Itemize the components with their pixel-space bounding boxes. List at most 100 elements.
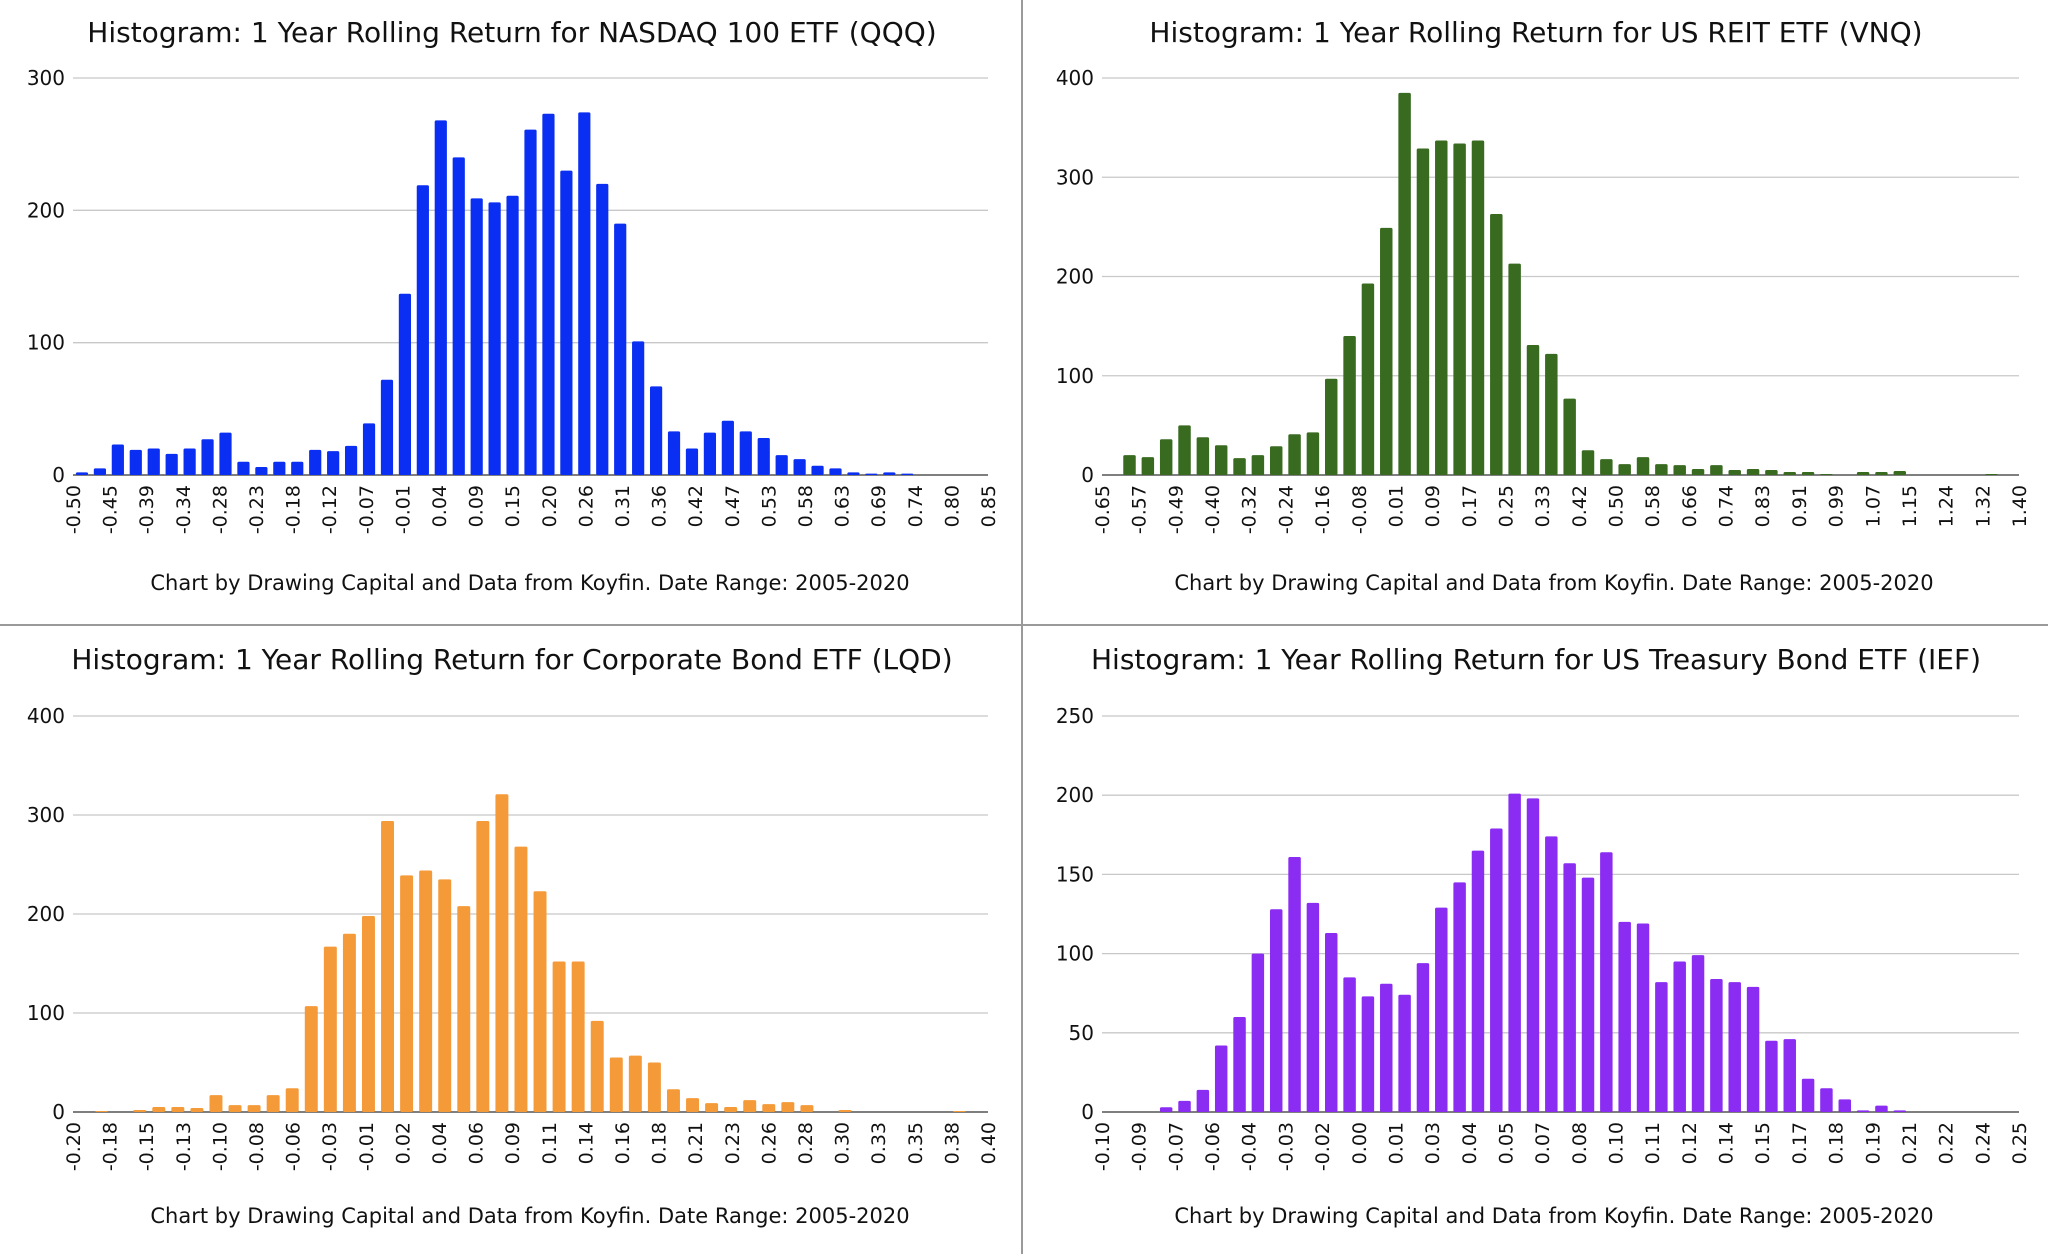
histogram-bar xyxy=(1178,1100,1191,1112)
x-tick-label: -0.20 xyxy=(63,1122,85,1171)
histogram-bar xyxy=(1655,464,1668,475)
chart-title: Histogram: 1 Year Rolling Return for NAS… xyxy=(87,16,936,49)
histogram-bar xyxy=(775,455,788,475)
histogram-bar xyxy=(865,473,878,475)
histogram-bar xyxy=(1306,432,1320,475)
histogram-bar xyxy=(1801,472,1815,475)
histogram-bar xyxy=(1398,994,1411,1112)
histogram-bar xyxy=(452,157,465,475)
histogram-bar xyxy=(952,1111,966,1112)
histogram-bar xyxy=(327,451,340,475)
x-tick-label: 0.58 xyxy=(795,485,817,527)
histogram-bar xyxy=(590,1020,604,1112)
histogram-bar xyxy=(434,120,447,475)
histogram-bar xyxy=(1600,852,1613,1112)
histogram-bar xyxy=(739,431,752,475)
x-tick-label: -0.06 xyxy=(1202,1122,1224,1171)
histogram-bar xyxy=(632,341,645,475)
chart-footnote: Chart by Drawing Capital and Data from K… xyxy=(150,571,909,595)
x-tick-label: 0.09 xyxy=(502,1122,524,1164)
histogram-bar xyxy=(1893,1110,1907,1112)
x-tick-label: -0.18 xyxy=(100,1122,122,1171)
x-tick-label: 0.01 xyxy=(1385,485,1407,527)
x-tick-label: -0.01 xyxy=(392,485,414,534)
histogram-bar xyxy=(721,420,734,475)
histogram-bar xyxy=(542,113,555,475)
histogram-bar xyxy=(1361,283,1375,475)
x-tick-label: 0.30 xyxy=(832,1122,854,1164)
x-tick-label: -0.23 xyxy=(246,485,268,534)
x-tick-label: 0.18 xyxy=(1826,1122,1848,1164)
x-tick-label: 1.15 xyxy=(1899,485,1921,527)
histogram-bar xyxy=(614,223,627,475)
x-tick-label: -0.03 xyxy=(1275,1122,1297,1171)
histogram-bar xyxy=(1691,955,1705,1112)
x-tick-label: 0.11 xyxy=(1642,1122,1664,1164)
histogram-bar xyxy=(1765,470,1778,475)
histogram-bar xyxy=(757,437,770,475)
histogram-bar xyxy=(667,431,681,475)
histogram-bar xyxy=(1269,446,1283,475)
histogram-bar xyxy=(362,423,376,475)
x-tick-label: -0.45 xyxy=(100,485,122,534)
y-tick-label: 150 xyxy=(1056,862,1094,886)
histogram-bar xyxy=(237,461,250,475)
x-tick-label: -0.12 xyxy=(319,485,341,534)
histogram-bar xyxy=(129,449,142,475)
histogram-bar xyxy=(666,1089,680,1112)
histogram-bar xyxy=(781,1102,795,1112)
histogram-bar xyxy=(560,170,573,475)
x-tick-label: -0.08 xyxy=(1349,485,1371,534)
x-tick-label: 0.74 xyxy=(1716,485,1738,527)
x-tick-label: 0.25 xyxy=(2009,1122,2031,1164)
histogram-bar xyxy=(1398,92,1411,475)
histogram-bar xyxy=(1801,1078,1815,1112)
y-tick-label: 200 xyxy=(1056,265,1094,289)
y-tick-label: 100 xyxy=(1056,942,1094,966)
x-tick-label: 0.04 xyxy=(429,485,451,527)
histogram-bar xyxy=(147,448,160,475)
x-tick-label: 0.17 xyxy=(1789,1122,1811,1164)
chart-title: Histogram: 1 Year Rolling Return for US … xyxy=(1091,643,1981,676)
histogram-bar xyxy=(1361,996,1375,1112)
histogram-bar xyxy=(524,129,537,476)
histogram-bar xyxy=(381,820,395,1112)
histogram-bar xyxy=(1508,793,1521,1112)
x-tick-label: 0.11 xyxy=(539,1122,561,1164)
x-tick-label: 0.10 xyxy=(1606,1122,1628,1164)
histogram-bar xyxy=(743,1100,757,1112)
histogram-bar xyxy=(609,1057,623,1112)
histogram-bar xyxy=(705,1103,719,1112)
x-tick-label: 0.50 xyxy=(1606,485,1628,527)
histogram-bar xyxy=(1691,469,1705,475)
x-tick-label: 0.25 xyxy=(1496,485,1518,527)
x-tick-label: 0.42 xyxy=(1569,485,1591,527)
histogram-bar xyxy=(470,198,483,476)
histogram-bar xyxy=(1251,455,1265,475)
histogram-bar xyxy=(171,1107,185,1112)
y-tick-label: 200 xyxy=(1056,783,1094,807)
x-tick-label: 0.04 xyxy=(1459,1122,1481,1164)
histogram-bar xyxy=(323,946,337,1112)
histogram-bar xyxy=(1856,472,1870,475)
histogram-bar xyxy=(1655,982,1668,1112)
chart-title: Histogram: 1 Year Rolling Return for US … xyxy=(1149,16,1922,49)
x-tick-label: 0.38 xyxy=(941,1122,963,1164)
y-tick-label: 100 xyxy=(27,1001,65,1025)
histogram-bar xyxy=(1159,1107,1173,1112)
histogram-bar xyxy=(1435,907,1448,1112)
y-tick-label: 400 xyxy=(27,704,65,728)
histogram-bar xyxy=(1820,474,1833,475)
x-tick-label: 0.21 xyxy=(685,1122,707,1164)
histogram-bar xyxy=(495,794,509,1112)
histogram-bar xyxy=(552,961,566,1112)
histogram-bar xyxy=(1728,982,1741,1112)
chart-panel-lqd: Histogram: 1 Year Rolling Return for Cor… xyxy=(0,627,1024,1254)
x-tick-label: 0.33 xyxy=(868,1122,890,1164)
histogram-bar xyxy=(1196,1089,1210,1112)
x-tick-label: -0.28 xyxy=(209,485,231,534)
x-tick-label: 0.03 xyxy=(1422,1122,1444,1164)
x-tick-label: -0.50 xyxy=(63,485,85,534)
histogram-bar xyxy=(1325,378,1338,475)
